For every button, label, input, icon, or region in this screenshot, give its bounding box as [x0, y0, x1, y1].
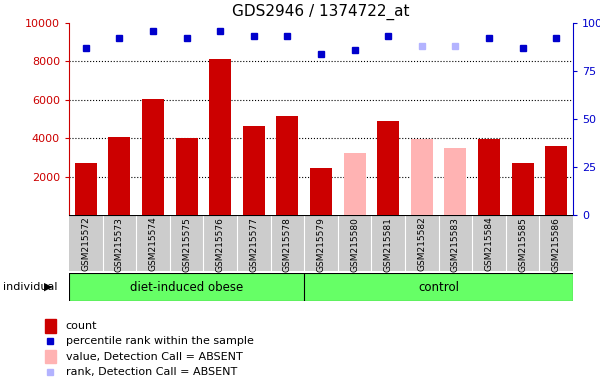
- Bar: [377, 121, 399, 215]
- Bar: [411, 139, 433, 215]
- Text: individual: individual: [3, 282, 58, 292]
- Bar: [545, 146, 567, 215]
- Text: rank, Detection Call = ABSENT: rank, Detection Call = ABSENT: [66, 367, 237, 377]
- Bar: [243, 126, 265, 215]
- Bar: [539, 215, 573, 271]
- Bar: [136, 215, 170, 271]
- Bar: [75, 163, 97, 215]
- Text: value, Detection Call = ABSENT: value, Detection Call = ABSENT: [66, 352, 242, 362]
- Bar: [439, 215, 472, 271]
- Bar: [304, 273, 573, 301]
- Bar: [69, 215, 103, 271]
- Bar: [44, 319, 56, 333]
- Bar: [69, 273, 304, 301]
- Text: percentile rank within the sample: percentile rank within the sample: [66, 336, 254, 346]
- Text: GSM215582: GSM215582: [418, 217, 426, 271]
- Text: GSM215583: GSM215583: [451, 217, 460, 271]
- Text: GSM215581: GSM215581: [384, 217, 393, 271]
- Text: count: count: [66, 321, 97, 331]
- Text: control: control: [418, 281, 459, 293]
- Text: GSM215584: GSM215584: [485, 217, 494, 271]
- Bar: [512, 163, 533, 215]
- Bar: [405, 215, 439, 271]
- Bar: [44, 350, 56, 363]
- Bar: [338, 215, 371, 271]
- Bar: [371, 215, 405, 271]
- Text: GSM215573: GSM215573: [115, 217, 124, 271]
- Bar: [176, 138, 197, 215]
- Text: GSM215580: GSM215580: [350, 217, 359, 271]
- Bar: [445, 148, 466, 215]
- Text: GSM215586: GSM215586: [552, 217, 561, 271]
- Bar: [310, 168, 332, 215]
- Text: GSM215577: GSM215577: [250, 217, 259, 271]
- Bar: [472, 215, 506, 271]
- Bar: [344, 152, 365, 215]
- Text: ▶: ▶: [44, 282, 52, 292]
- Bar: [277, 116, 298, 215]
- Text: GSM215575: GSM215575: [182, 217, 191, 271]
- Bar: [109, 137, 130, 215]
- Bar: [506, 215, 539, 271]
- Bar: [103, 215, 136, 271]
- Text: diet-induced obese: diet-induced obese: [130, 281, 243, 293]
- Text: GSM215585: GSM215585: [518, 217, 527, 271]
- Text: GSM215572: GSM215572: [82, 217, 90, 271]
- Bar: [203, 215, 237, 271]
- Bar: [170, 215, 203, 271]
- Bar: [142, 99, 164, 215]
- Bar: [271, 215, 304, 271]
- Bar: [304, 215, 338, 271]
- Text: GSM215578: GSM215578: [283, 217, 292, 271]
- Text: GSM215579: GSM215579: [317, 217, 325, 271]
- Title: GDS2946 / 1374722_at: GDS2946 / 1374722_at: [232, 4, 410, 20]
- Text: GSM215576: GSM215576: [216, 217, 224, 271]
- Bar: [237, 215, 271, 271]
- Bar: [478, 139, 500, 215]
- Text: GSM215574: GSM215574: [149, 217, 157, 271]
- Bar: [209, 59, 231, 215]
